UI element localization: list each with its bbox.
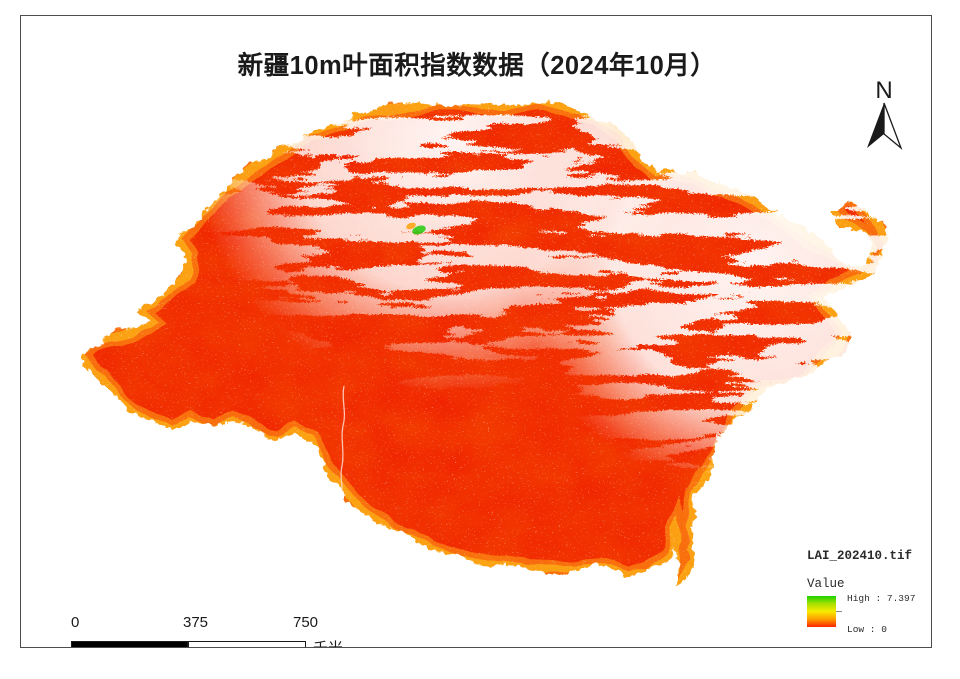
svg-text:N: N [875,77,892,104]
